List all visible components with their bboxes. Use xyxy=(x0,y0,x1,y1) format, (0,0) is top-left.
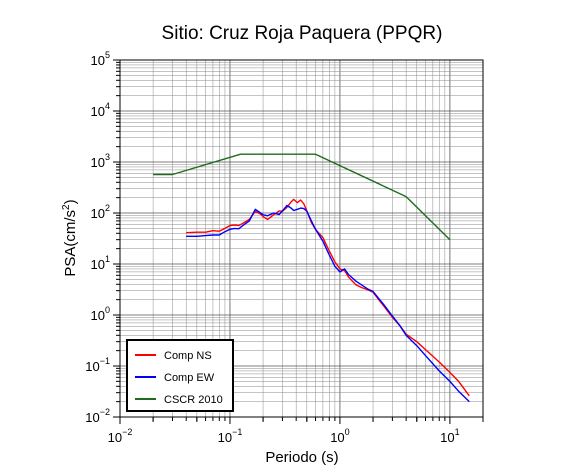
y-tick-label: 105 xyxy=(91,50,110,68)
grid xyxy=(119,59,484,418)
y-tick-label-exp: 4 xyxy=(105,101,110,111)
y-tick-label-base: 10 xyxy=(91,53,105,68)
x-tick-label: 10−2 xyxy=(108,427,133,445)
y-tick-label-base: 10 xyxy=(91,257,105,272)
y-tick-label: 10−1 xyxy=(85,356,110,374)
y-tick-label-exp: 3 xyxy=(105,152,110,162)
y-tick-label: 10−2 xyxy=(85,407,110,425)
y-tick-label-base: 10 xyxy=(91,155,105,170)
x-tick-label-base: 10 xyxy=(108,430,122,445)
x-tick-label-base: 10 xyxy=(330,430,344,445)
y-tick-label: 103 xyxy=(91,152,110,170)
y-tick-label-exp: 5 xyxy=(105,50,110,60)
y-axis-title: PSA(cm/s2) xyxy=(61,199,79,276)
x-tick-label: 101 xyxy=(440,427,459,445)
legend: Comp NS Comp EW CSCR 2010 xyxy=(126,339,234,412)
y-tick-label: 102 xyxy=(91,203,110,221)
y-axis-title-end: ) xyxy=(62,199,79,204)
series-layer xyxy=(153,153,470,403)
series-line-comp-ew xyxy=(186,204,470,403)
y-tick-label-exp: 0 xyxy=(105,305,110,315)
axis-ticks xyxy=(113,59,484,424)
x-tick-label: 100 xyxy=(330,427,349,445)
x-tick-label-base: 10 xyxy=(440,430,454,445)
y-tick-label-base: 10 xyxy=(91,104,105,119)
x-tick-label-exp: −1 xyxy=(232,427,242,437)
x-axis-title: Periodo (s) xyxy=(265,449,338,466)
x-tick-label: 10−1 xyxy=(218,427,243,445)
y-tick-label-exp: −1 xyxy=(100,356,110,366)
legend-label-cscr-2010: CSCR 2010 xyxy=(164,394,223,406)
y-tick-label-base: 10 xyxy=(91,308,105,323)
x-tick-label-base: 10 xyxy=(218,430,232,445)
plot-frame xyxy=(119,59,484,418)
y-tick-label: 104 xyxy=(91,101,110,119)
legend-label-comp-ns: Comp NS xyxy=(164,350,212,362)
y-tick-label-base: 10 xyxy=(85,359,99,374)
y-tick-label-exp: 2 xyxy=(105,203,110,213)
y-tick-label: 100 xyxy=(91,305,110,323)
series-line-cscr-2010 xyxy=(153,153,451,241)
x-tick-label-exp: 0 xyxy=(345,427,350,437)
y-tick-label: 101 xyxy=(91,254,110,272)
y-tick-label-base: 10 xyxy=(91,206,105,221)
x-tick-label-exp: 1 xyxy=(455,427,460,437)
legend-label-comp-ew: Comp EW xyxy=(164,372,215,384)
chart-title: Sitio: Cruz Roja Paquera (PPQR) xyxy=(162,23,443,44)
y-tick-label-exp: 1 xyxy=(105,254,110,264)
y-tick-label-base: 10 xyxy=(85,410,99,425)
x-tick-labels: 10−2 10−1 100 101 xyxy=(108,427,460,445)
x-tick-label-exp: −2 xyxy=(122,427,132,437)
y-axis-title-base: PSA(cm/s xyxy=(62,210,79,277)
y-tick-label-exp: −2 xyxy=(100,407,110,417)
y-axis-title-sup: 2 xyxy=(61,204,72,210)
